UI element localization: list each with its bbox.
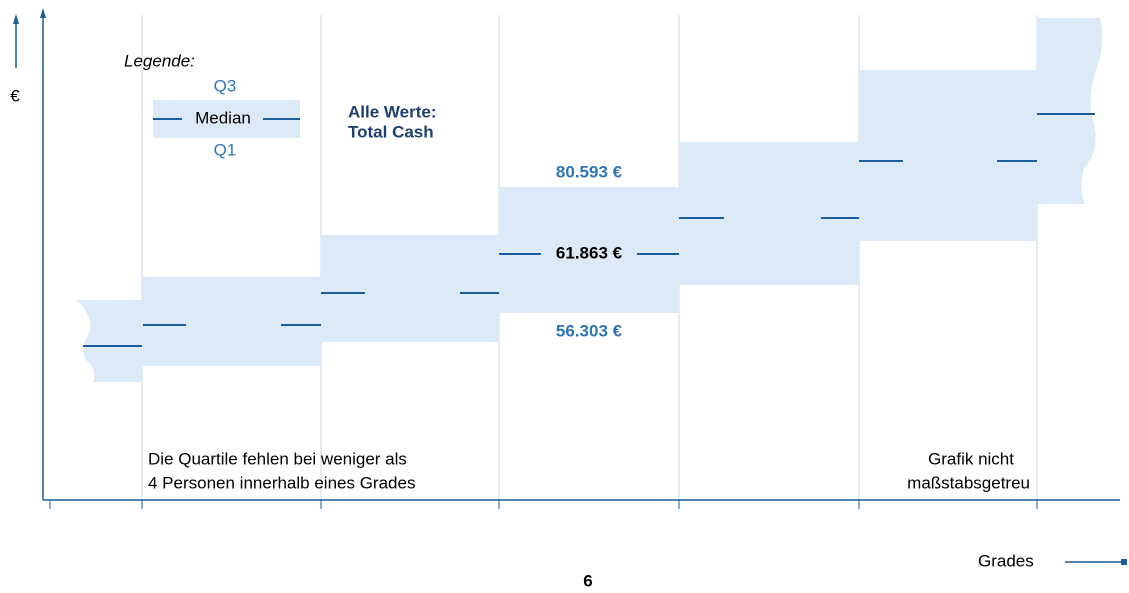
note-values: Alle Werte: bbox=[348, 102, 437, 121]
note-values: Total Cash bbox=[348, 122, 434, 141]
legend-title: Legende: bbox=[124, 51, 195, 70]
band bbox=[77, 300, 142, 382]
y-axis-label: € bbox=[10, 86, 20, 105]
example-q1: 56.303 € bbox=[556, 321, 623, 340]
y-label-arrow bbox=[13, 14, 19, 24]
y-axis-arrow bbox=[40, 8, 46, 18]
band bbox=[859, 70, 1037, 241]
x-axis-label: Grades bbox=[978, 551, 1034, 570]
legend-q1: Q1 bbox=[214, 140, 237, 159]
band bbox=[142, 277, 321, 366]
legend-median: Median bbox=[195, 108, 251, 127]
example-q3: 80.593 € bbox=[556, 162, 623, 181]
band bbox=[321, 235, 499, 342]
note-quartiles: 4 Personen innerhalb eines Grades bbox=[148, 473, 415, 492]
median-lines bbox=[83, 113, 1095, 347]
page-number: 6 bbox=[583, 571, 592, 590]
note-scale: maßstabsgetreu bbox=[907, 473, 1030, 492]
example-median: 61.863 € bbox=[556, 243, 623, 262]
band bbox=[1037, 18, 1103, 204]
legend-q3: Q3 bbox=[214, 76, 237, 95]
note-scale: Grafik nicht bbox=[928, 449, 1014, 468]
bands bbox=[77, 18, 1103, 382]
x-label-arrow bbox=[1121, 559, 1127, 565]
band bbox=[679, 142, 859, 285]
note-quartiles: Die Quartile fehlen bei weniger als bbox=[148, 449, 407, 468]
band bbox=[499, 187, 679, 313]
